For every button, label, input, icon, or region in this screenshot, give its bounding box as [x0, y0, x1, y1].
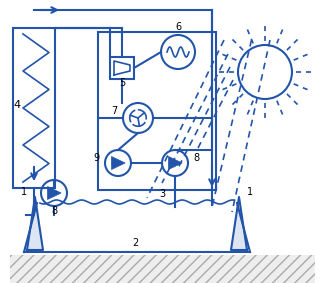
Bar — [10, 255, 315, 283]
Bar — [13, 28, 55, 188]
Polygon shape — [48, 186, 61, 200]
Text: 8: 8 — [51, 206, 57, 216]
Text: 1: 1 — [21, 187, 27, 197]
Text: 8: 8 — [193, 153, 199, 163]
Text: 7: 7 — [111, 106, 117, 116]
Text: 6: 6 — [175, 22, 181, 32]
Polygon shape — [231, 197, 247, 250]
Bar — [98, 32, 216, 190]
Text: 3: 3 — [159, 189, 165, 199]
Text: 1: 1 — [247, 187, 253, 197]
Polygon shape — [112, 156, 125, 170]
Text: 2: 2 — [132, 238, 138, 248]
Text: 5: 5 — [119, 78, 125, 88]
Bar — [110, 57, 134, 79]
Text: 4: 4 — [14, 100, 20, 110]
Text: 9: 9 — [93, 153, 99, 163]
Polygon shape — [169, 156, 182, 170]
Polygon shape — [27, 197, 43, 250]
